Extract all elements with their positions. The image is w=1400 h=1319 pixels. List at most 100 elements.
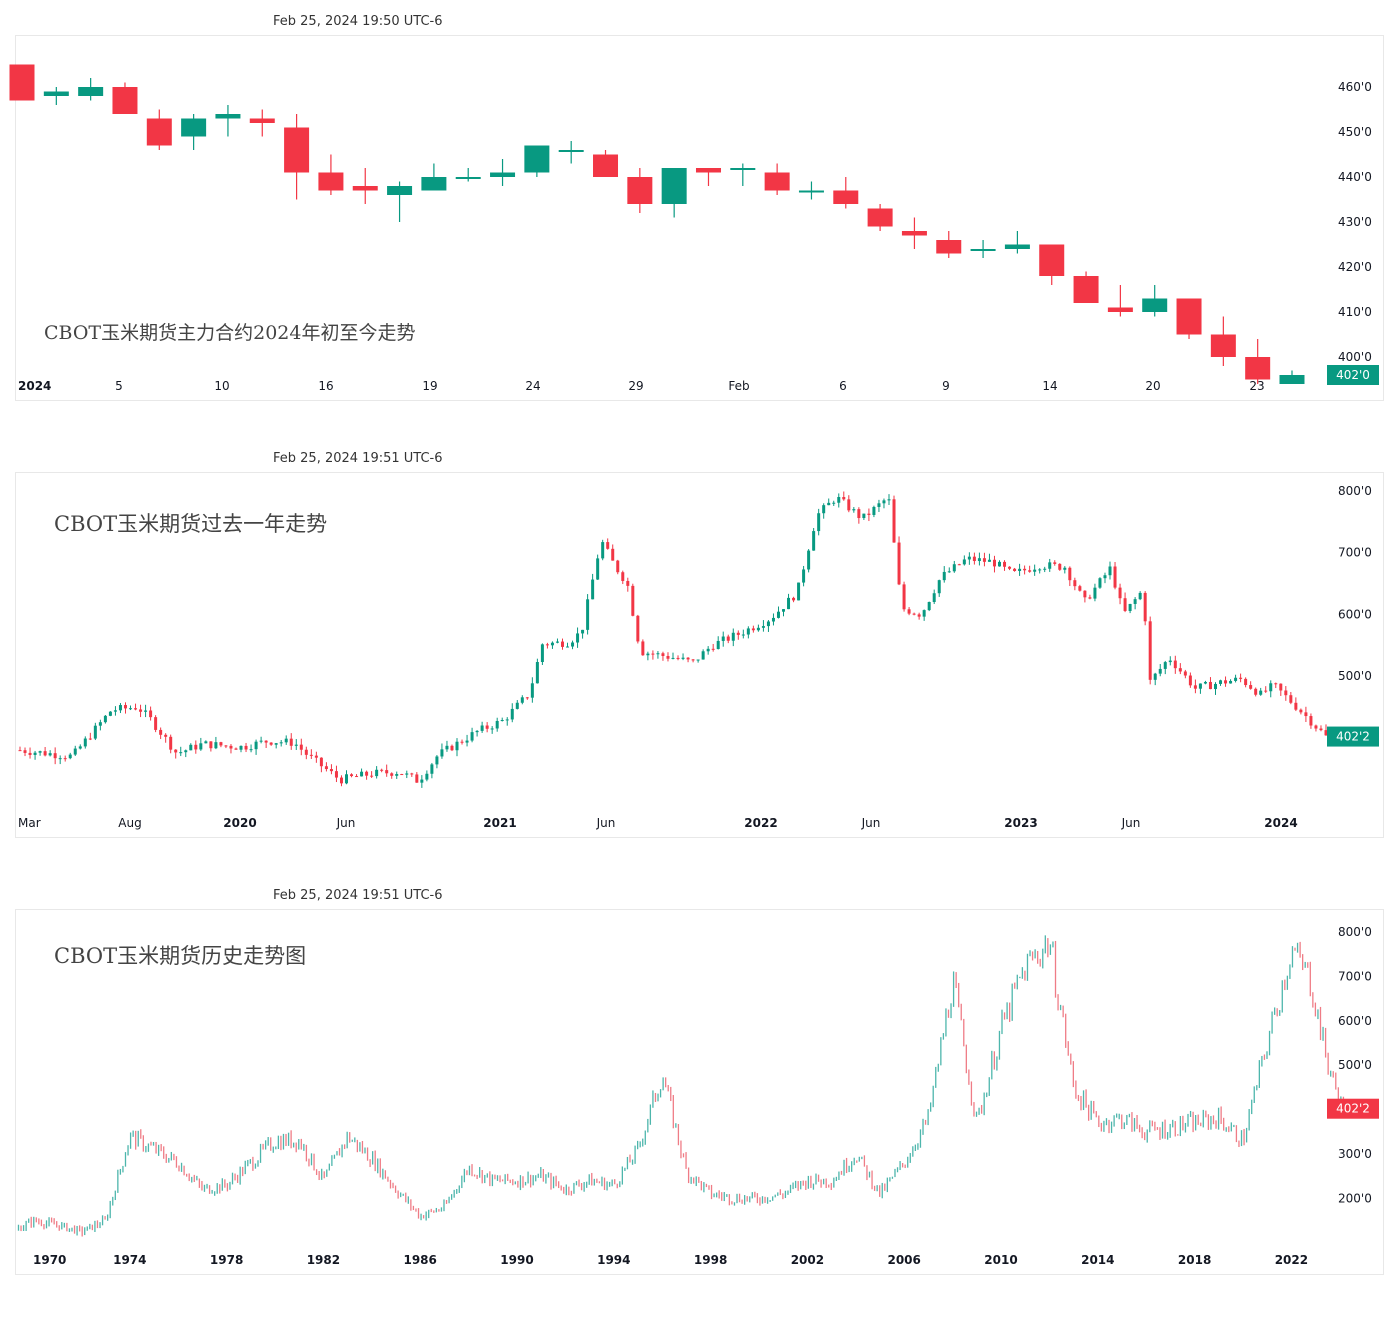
candle-body[interactable] [78, 746, 82, 749]
candle-body[interactable] [189, 744, 193, 751]
candle-body[interactable] [695, 168, 721, 173]
candle-body[interactable] [867, 513, 871, 515]
candle-body[interactable] [1245, 357, 1271, 380]
candle-body[interactable] [239, 745, 243, 750]
candle-body[interactable] [581, 629, 585, 634]
candle-body[interactable] [1028, 570, 1032, 572]
candle-body[interactable] [1008, 566, 1012, 569]
candle-body[interactable] [184, 750, 188, 753]
candle-body[interactable] [721, 636, 725, 641]
candle-body[interactable] [1118, 587, 1122, 599]
candle-body[interactable] [139, 709, 143, 712]
candle-body[interactable] [741, 634, 745, 636]
candle-body[interactable] [932, 593, 936, 603]
candle-body[interactable] [998, 561, 1001, 567]
candle-body[interactable] [299, 744, 303, 750]
candle-body[interactable] [400, 774, 404, 776]
candle-body[interactable] [199, 743, 203, 750]
candle-body[interactable] [113, 710, 117, 712]
candle-body[interactable] [798, 190, 824, 193]
candle-body[interactable] [907, 609, 911, 614]
candle-body[interactable] [1058, 563, 1062, 570]
candle-body[interactable] [1048, 562, 1052, 569]
candle-body[interactable] [1128, 603, 1132, 611]
candle-body[interactable] [987, 559, 991, 562]
candle-body[interactable] [666, 655, 670, 659]
candle-body[interactable] [1319, 728, 1323, 731]
candle-body[interactable] [1063, 567, 1067, 570]
candle-body[interactable] [706, 648, 710, 652]
candle-body[interactable] [103, 715, 107, 723]
candle-body[interactable] [902, 584, 906, 610]
candle-body[interactable] [1203, 681, 1207, 684]
candle-body[interactable] [365, 771, 369, 776]
candle-body[interactable] [591, 579, 595, 600]
candle-body[interactable] [716, 640, 720, 649]
candle-body[interactable] [761, 626, 765, 628]
candle-body[interactable] [515, 702, 519, 709]
candle-body[interactable] [867, 208, 893, 227]
candle-body[interactable] [833, 190, 859, 205]
candle-body[interactable] [1038, 569, 1042, 571]
candle-body[interactable] [535, 662, 539, 684]
candle-body[interactable] [627, 177, 653, 204]
candle-body[interactable] [636, 615, 640, 642]
candle-body[interactable] [259, 740, 263, 742]
candle-body[interactable] [957, 564, 961, 566]
candle-body[interactable] [490, 728, 494, 730]
candle-body[interactable] [661, 653, 665, 656]
candle-body[interactable] [1294, 702, 1298, 710]
candle-body[interactable] [53, 753, 57, 759]
candle-body[interactable] [646, 653, 650, 656]
candle-body[interactable] [219, 742, 223, 746]
chart2-svg[interactable]: 800'0 700'0 600'0 500'0 Mar Aug 2020 Jun 2021 Jun… [16, 473, 1385, 839]
candle-body[interactable] [352, 186, 378, 191]
candle-body[interactable] [550, 642, 554, 646]
candle-body[interactable] [33, 752, 37, 755]
candle-body[interactable] [495, 720, 499, 729]
candle-body[interactable] [390, 773, 394, 776]
candle-body[interactable] [1289, 695, 1293, 703]
candle-body[interactable] [490, 172, 516, 178]
candle-body[interactable] [1299, 709, 1303, 713]
candle-body[interactable] [460, 741, 464, 743]
candle-body[interactable] [711, 648, 715, 650]
candle-body[interactable] [1254, 688, 1258, 695]
candle-body[interactable] [1113, 566, 1117, 588]
candle-body[interactable] [942, 571, 946, 581]
candle-body[interactable] [696, 659, 700, 661]
candle-body[interactable] [249, 749, 253, 751]
candle-body[interactable] [112, 87, 138, 114]
candle-body[interactable] [1198, 683, 1202, 689]
candle-body[interactable] [23, 750, 27, 753]
candle-body[interactable] [430, 764, 434, 774]
candle-body[interactable] [279, 742, 283, 744]
candle-body[interactable] [314, 755, 318, 758]
candle-body[interactable] [1193, 685, 1197, 689]
candle-body[interactable] [385, 770, 389, 774]
candle-body[interactable] [555, 641, 559, 643]
candle-body[interactable] [917, 614, 921, 617]
candle-body[interactable] [274, 743, 278, 745]
candle-body[interactable] [43, 751, 47, 756]
candle-body[interactable] [1053, 562, 1057, 564]
candle-body[interactable] [530, 683, 534, 698]
candle-body[interactable] [149, 710, 153, 718]
candle-body[interactable] [1264, 690, 1268, 692]
candle-body[interactable] [470, 732, 474, 741]
candle-body[interactable] [1068, 567, 1072, 581]
candle-body[interactable] [73, 748, 77, 755]
candle-body[interactable] [500, 719, 504, 721]
candle-body[interactable] [224, 745, 228, 747]
candle-body[interactable] [787, 597, 791, 610]
candle-body[interactable] [802, 569, 806, 583]
candle-body[interactable] [671, 657, 675, 659]
candle-body[interactable] [63, 758, 67, 760]
candle-body[interactable] [1142, 298, 1168, 313]
candle-body[interactable] [782, 609, 786, 612]
candle-body[interactable] [410, 773, 414, 775]
candle-body[interactable] [746, 628, 750, 635]
candle-body[interactable] [947, 571, 951, 573]
candle-body[interactable] [209, 741, 213, 749]
candle-body[interactable] [892, 499, 896, 543]
